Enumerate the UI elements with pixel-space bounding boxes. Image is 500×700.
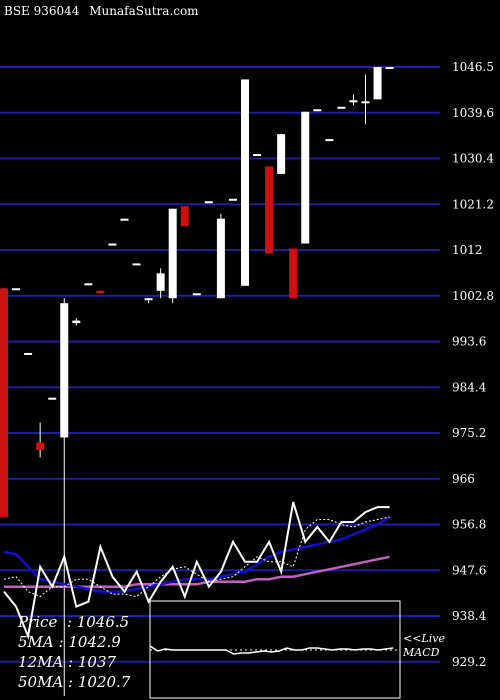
- y-tick-label: 984.4: [452, 380, 487, 394]
- y-axis-labels: 1046.5 1039.6 1030.4 1021.2 1012 1002.8 993.6 9…: [452, 60, 494, 669]
- site-label: MunafaSutra.com: [89, 4, 199, 18]
- candle-body: [48, 397, 57, 400]
- candle-body: [241, 79, 249, 286]
- candle-body: [72, 320, 81, 324]
- ma-long-line: [4, 555, 390, 588]
- candle-body: [96, 290, 105, 294]
- candle-body: [12, 288, 21, 291]
- candle-body: [120, 218, 129, 221]
- candle-body: [156, 273, 165, 291]
- ma-mid-line: [3, 515, 391, 593]
- chart-header: BSE 936044 MunafaSutra.com: [4, 4, 205, 18]
- moving-average-lines: [3, 501, 391, 641]
- candle-body: [301, 111, 310, 244]
- ma-short-line: [3, 516, 390, 598]
- candle-body: [24, 352, 33, 355]
- macd-panel: [149, 600, 401, 699]
- candle-body: [325, 139, 334, 142]
- legend-50ma-value: 1020.7: [77, 673, 131, 691]
- candle-body: [373, 67, 382, 100]
- candle-body: [385, 67, 394, 69]
- legend-50ma-label: 50MA: [18, 673, 64, 691]
- legend-5ma-value: 1042.9: [68, 633, 121, 651]
- legend-12ma-label: 12MA: [18, 653, 64, 671]
- y-tick-label: 929.2: [452, 655, 486, 669]
- y-tick-label: 966: [452, 472, 475, 486]
- legend-12ma-value: 1037: [77, 653, 117, 671]
- candle-body: [337, 106, 346, 109]
- y-tick-label: 956.8: [452, 518, 486, 532]
- candle-body: [180, 206, 189, 227]
- candle-body: [289, 248, 298, 299]
- candle-body: [84, 283, 93, 286]
- ticker-label: BSE 936044: [4, 4, 80, 18]
- candle-body: [168, 208, 177, 299]
- candle-body: [228, 198, 237, 201]
- y-tick-label: 1046.5: [452, 60, 494, 74]
- legend-5ma: 5MA : 1042.9: [18, 633, 121, 651]
- candle-body: [108, 243, 117, 246]
- macd-label: MACD: [403, 646, 440, 659]
- y-tick-label: 938.4: [452, 609, 487, 623]
- y-tick-label: 947.6: [452, 563, 486, 577]
- legend: Price : 1046.5 5MA : 1042.9 12MA : 1037 …: [18, 612, 130, 692]
- macd-live-label: <<Live: [403, 632, 445, 645]
- legend-price-label: Price: [18, 613, 58, 631]
- y-tick-label: 1039.6: [452, 106, 494, 120]
- candle-body: [216, 218, 225, 299]
- candle-body: [60, 303, 69, 438]
- legend-12ma: 12MA : 1037: [18, 653, 117, 671]
- legend-50ma: 50MA : 1020.7: [18, 673, 131, 691]
- candle-body: [204, 201, 213, 204]
- candle-body: [277, 134, 286, 174]
- candles: [0, 67, 394, 697]
- y-tick-label: 1030.4: [452, 152, 494, 166]
- y-tick-label: 993.6: [452, 335, 486, 349]
- candle-body: [253, 154, 262, 157]
- price-line: [3, 501, 390, 641]
- candle-body: [144, 298, 153, 301]
- candle-body: [313, 109, 322, 112]
- y-tick-label: 1002.8: [452, 289, 494, 303]
- candle-body: [132, 263, 141, 266]
- legend-price: Price : 1046.5: [18, 613, 130, 631]
- candle-body: [349, 100, 358, 103]
- y-tick-label: 975.2: [452, 426, 486, 440]
- legend-price-value: 1046.5: [76, 613, 130, 631]
- candle-body: [361, 101, 370, 104]
- candle-body: [265, 166, 274, 254]
- candle-body: [192, 293, 201, 296]
- candle-body: [0, 288, 8, 518]
- legend-5ma-label: 5MA: [18, 633, 54, 651]
- y-tick-label: 1021.2: [452, 197, 494, 211]
- y-tick-label: 1012: [452, 243, 483, 257]
- candle-body: [36, 442, 45, 450]
